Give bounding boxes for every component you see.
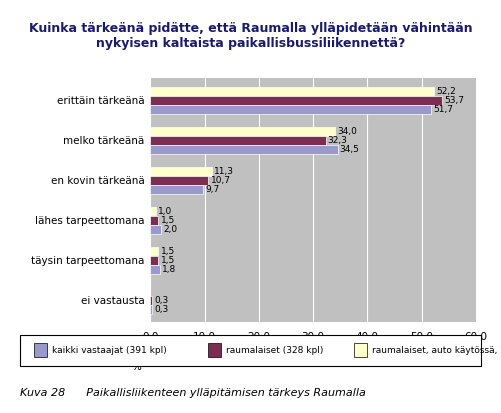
Text: 1,0: 1,0 <box>158 206 172 216</box>
Bar <box>150 265 160 274</box>
Text: 1,5: 1,5 <box>161 256 175 265</box>
Text: 34,0: 34,0 <box>337 127 357 136</box>
Text: 9,7: 9,7 <box>205 185 219 194</box>
Bar <box>150 105 431 114</box>
Text: 52,2: 52,2 <box>436 87 455 96</box>
FancyBboxPatch shape <box>354 343 367 357</box>
FancyBboxPatch shape <box>20 335 481 366</box>
FancyBboxPatch shape <box>34 343 47 357</box>
Bar <box>150 87 433 96</box>
Text: 10,7: 10,7 <box>210 176 230 185</box>
Text: 34,5: 34,5 <box>340 145 360 154</box>
Text: 11,3: 11,3 <box>214 166 234 176</box>
Bar <box>150 185 203 194</box>
Text: 1,8: 1,8 <box>162 265 176 274</box>
FancyBboxPatch shape <box>207 343 220 357</box>
Text: Kuinka tärkeänä pidätte, että Raumalla ylläpidetään vähintään
nykyisen kaltaista: Kuinka tärkeänä pidätte, että Raumalla y… <box>29 22 472 50</box>
Text: 0,3: 0,3 <box>154 305 168 314</box>
Text: 53,7: 53,7 <box>444 96 464 105</box>
Text: 1,5: 1,5 <box>161 216 175 225</box>
Bar <box>150 247 158 255</box>
Text: raumalaiset (328 kpl): raumalaiset (328 kpl) <box>226 346 324 354</box>
Bar <box>150 167 211 176</box>
Bar <box>150 216 158 225</box>
Bar <box>150 296 152 304</box>
Bar <box>150 225 161 234</box>
Text: 1,5: 1,5 <box>161 247 175 256</box>
Bar <box>150 176 208 185</box>
Bar <box>150 145 338 154</box>
Text: raumalaiset, auto käytössä, 203 kpl: raumalaiset, auto käytössä, 203 kpl <box>372 346 501 354</box>
Text: Kuva 28      Paikallisliikenteen ylläpitämisen tärkeys Raumalla: Kuva 28 Paikallisliikenteen ylläpitämise… <box>20 387 366 398</box>
Text: %: % <box>131 362 141 372</box>
Bar <box>150 207 156 216</box>
Text: kaikki vastaajat (391 kpl): kaikki vastaajat (391 kpl) <box>52 346 167 354</box>
Bar <box>150 127 335 135</box>
Text: 51,7: 51,7 <box>433 105 453 114</box>
Text: 32,3: 32,3 <box>328 136 348 145</box>
Text: 0,3: 0,3 <box>154 296 168 305</box>
Bar <box>150 136 326 145</box>
Bar <box>150 305 152 314</box>
Bar <box>150 96 442 105</box>
Text: 2,0: 2,0 <box>163 225 177 234</box>
Bar <box>150 256 158 265</box>
